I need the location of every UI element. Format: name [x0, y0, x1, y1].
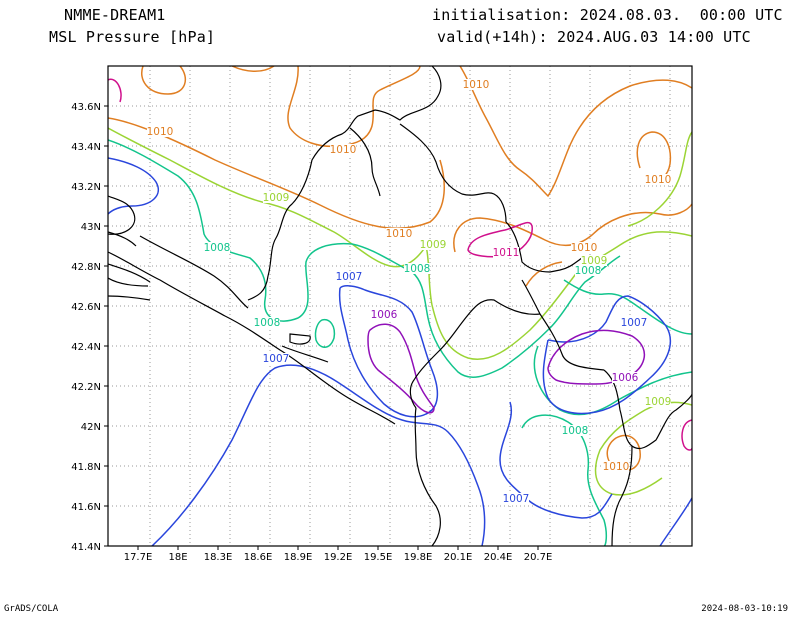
contour-label-1011: 1011 — [493, 247, 520, 259]
contour-label-bg — [645, 396, 671, 407]
contour-label-1007: 1007 — [503, 493, 530, 505]
contour-label-1007: 1007 — [263, 353, 290, 365]
contour-label-1010: 1010 — [147, 126, 174, 138]
isobar-1009 — [108, 127, 692, 496]
contour-label-1007: 1007 — [336, 271, 363, 283]
contour-label-1010: 1010 — [463, 79, 490, 91]
isobar-1011 — [108, 78, 692, 451]
contour-label-bg — [603, 461, 629, 472]
lon-tick-label: 17.7E — [124, 552, 153, 563]
contour-label-1010: 1010 — [386, 228, 413, 240]
lon-tick-label: 19.2E — [324, 552, 353, 563]
gridlines — [108, 66, 692, 546]
model-title: NMME-DREAM1 — [64, 6, 166, 24]
contour-label-bg — [503, 493, 529, 504]
lat-tick-label: 42.8N — [71, 262, 101, 273]
lat-tick-label: 41.4N — [71, 542, 101, 553]
contour-label-bg — [336, 271, 362, 282]
contour-label-bg — [254, 317, 280, 328]
contour-label-1008: 1008 — [404, 263, 431, 275]
contour-label-bg — [621, 317, 647, 328]
initialisation-time: initialisation: 2024.08.03. 00:00 UTC — [432, 6, 783, 24]
contour-label-bg — [571, 242, 597, 253]
contour-labels: 1010101010101010101010101010100910091009… — [147, 79, 672, 505]
contour-label-1006: 1006 — [371, 309, 398, 321]
contour-label-bg — [562, 425, 588, 436]
contour-label-1010: 1010 — [330, 144, 357, 156]
contour-label-bg — [263, 192, 289, 203]
lon-tick-label: 18E — [168, 552, 187, 563]
coastline-borders — [108, 66, 692, 546]
lon-tick-label: 18.3E — [204, 552, 233, 563]
contour-label-bg — [404, 263, 430, 274]
lat-tick-label: 43N — [81, 222, 101, 233]
contour-label-1010: 1010 — [571, 242, 598, 254]
lon-tick-label: 20.1E — [444, 552, 473, 563]
lon-tick-label: 19.5E — [364, 552, 393, 563]
field-title: MSL Pressure [hPa] — [49, 28, 216, 46]
lat-tick-label: 42N — [81, 422, 101, 433]
longitude-ticks: 17.7E 18E 18.3E 18.6E 18.9E 19.2E 19.5E 19.8E 20… — [124, 546, 553, 563]
lon-tick-label: 19.8E — [404, 552, 433, 563]
contour-label-bg — [581, 255, 607, 266]
contour-label-bg — [612, 372, 638, 383]
lat-tick-label: 43.4N — [71, 142, 101, 153]
contour-label-bg — [204, 242, 230, 253]
isobar-1007 — [108, 157, 692, 546]
contour-label-1010: 1010 — [645, 174, 672, 186]
lat-tick-label: 42.6N — [71, 302, 101, 313]
contour-label-bg — [420, 239, 446, 250]
contour-label-1010: 1010 — [603, 461, 630, 473]
contour-label-1009: 1009 — [420, 239, 447, 251]
lat-tick-label: 43.6N — [71, 102, 101, 113]
contour-label-bg — [645, 174, 671, 185]
valid-time: valid(+14h): 2024.AUG.03 14:00 UTC — [437, 28, 751, 46]
lat-tick-label: 42.2N — [71, 382, 101, 393]
lon-tick-label: 18.9E — [284, 552, 313, 563]
isobar-1006 — [367, 323, 646, 414]
contour-label-bg — [263, 353, 289, 364]
contour-label-bg — [493, 247, 519, 258]
contour-label-bg — [463, 79, 489, 90]
render-timestamp: 2024-08-03-10:19 — [701, 604, 788, 614]
lon-tick-label: 20.4E — [484, 552, 513, 563]
lat-tick-label: 41.8N — [71, 462, 101, 473]
lat-tick-label: 42.4N — [71, 342, 101, 353]
contour-label-1009: 1009 — [581, 255, 608, 267]
latitude-ticks: 43.6N 43.4N 43.2N 43N 42.8N 42.6N 42.4N 42.2N 42… — [71, 102, 108, 553]
contour-label-bg — [330, 144, 356, 155]
contour-label-1009: 1009 — [263, 192, 290, 204]
contour-label-bg — [386, 228, 412, 239]
lon-tick-label: 20.7E — [524, 552, 553, 563]
contour-label-bg — [575, 265, 601, 276]
contour-label-bg — [147, 126, 173, 137]
software-credit: GrADS/COLA — [4, 604, 59, 614]
isobar-1008 — [108, 139, 692, 546]
contour-label-1006: 1006 — [612, 372, 639, 384]
contour-label-1008: 1008 — [575, 265, 602, 277]
contour-label-1007: 1007 — [621, 317, 648, 329]
lat-tick-label: 41.6N — [71, 502, 101, 513]
contour-label-1008: 1008 — [562, 425, 589, 437]
contour-label-bg — [371, 309, 397, 320]
lon-tick-label: 18.6E — [244, 552, 273, 563]
lat-tick-label: 43.2N — [71, 182, 101, 193]
contour-label-1009: 1009 — [645, 396, 672, 408]
contour-label-1008: 1008 — [204, 242, 231, 254]
contour-label-1008: 1008 — [254, 317, 281, 329]
